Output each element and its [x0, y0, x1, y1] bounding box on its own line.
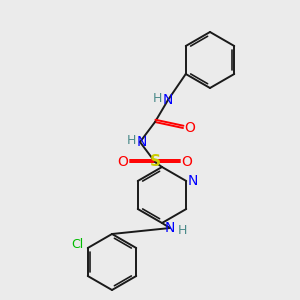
Text: N: N — [137, 135, 147, 149]
Text: N: N — [188, 174, 198, 188]
Text: H: H — [177, 224, 187, 238]
Text: O: O — [118, 155, 128, 169]
Text: H: H — [126, 134, 136, 148]
Text: S: S — [149, 154, 161, 169]
Text: N: N — [163, 93, 173, 107]
Text: O: O — [184, 121, 195, 135]
Text: N: N — [165, 221, 175, 235]
Text: Cl: Cl — [72, 238, 84, 251]
Text: H: H — [152, 92, 162, 106]
Text: O: O — [182, 155, 192, 169]
